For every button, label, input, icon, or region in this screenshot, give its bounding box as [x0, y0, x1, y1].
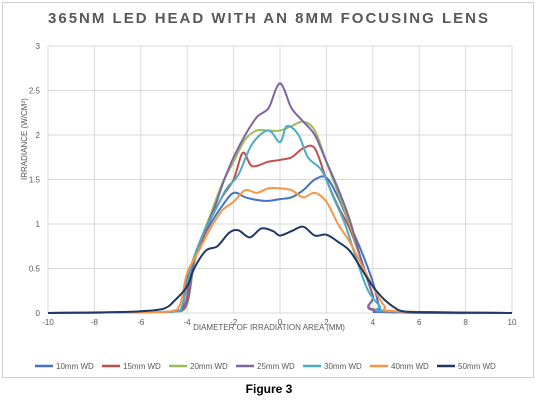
- series-line-50mm-wd: [47, 225, 513, 314]
- y-tick-label: 1: [36, 220, 41, 229]
- x-tick-label: 6: [417, 318, 422, 327]
- chart-title: 365NM LED HEAD WITH AN 8MM FOCUSING LENS: [48, 10, 490, 27]
- x-tick-label: -8: [91, 318, 99, 327]
- legend-label: 30mm WD: [324, 362, 362, 371]
- x-tick-label: 0: [278, 318, 283, 327]
- x-tick-label: -4: [184, 318, 192, 327]
- y-tick-label: 3: [36, 42, 41, 51]
- y-tick-label: 0.5: [29, 265, 41, 274]
- series-line-30mm-wd: [47, 124, 513, 314]
- x-tick-label: -2: [230, 318, 238, 327]
- y-tick-label: 0: [36, 309, 41, 318]
- x-axis-label: DIAMETER OF IRRADIATION AREA (MM): [193, 323, 345, 332]
- chart-frame: [2, 2, 534, 378]
- x-tick-label: 10: [508, 318, 517, 327]
- legend-label: 20mm WD: [190, 362, 228, 371]
- figure-caption: Figure 3: [245, 382, 293, 396]
- legend-label: 40mm WD: [391, 362, 429, 371]
- y-tick-label: 1.5: [29, 176, 41, 185]
- legend-label: 15mm WD: [123, 362, 161, 371]
- x-tick-label: 8: [463, 318, 468, 327]
- series-line-10mm-wd: [47, 175, 513, 314]
- y-tick-label: 2: [36, 131, 41, 140]
- x-tick-label: 2: [324, 318, 329, 327]
- legend-label: 50mm WD: [458, 362, 496, 371]
- y-axis-label: IRRADIANCE (W/CM²): [20, 98, 29, 180]
- legend-label: 10mm WD: [56, 362, 94, 371]
- legend-label: 25mm WD: [257, 362, 295, 371]
- x-tick-label: -6: [137, 318, 145, 327]
- series-line-40mm-wd: [47, 186, 513, 314]
- x-tick-label: 4: [371, 318, 376, 327]
- x-tick-label: -10: [42, 318, 54, 327]
- y-tick-label: 2.5: [29, 87, 41, 96]
